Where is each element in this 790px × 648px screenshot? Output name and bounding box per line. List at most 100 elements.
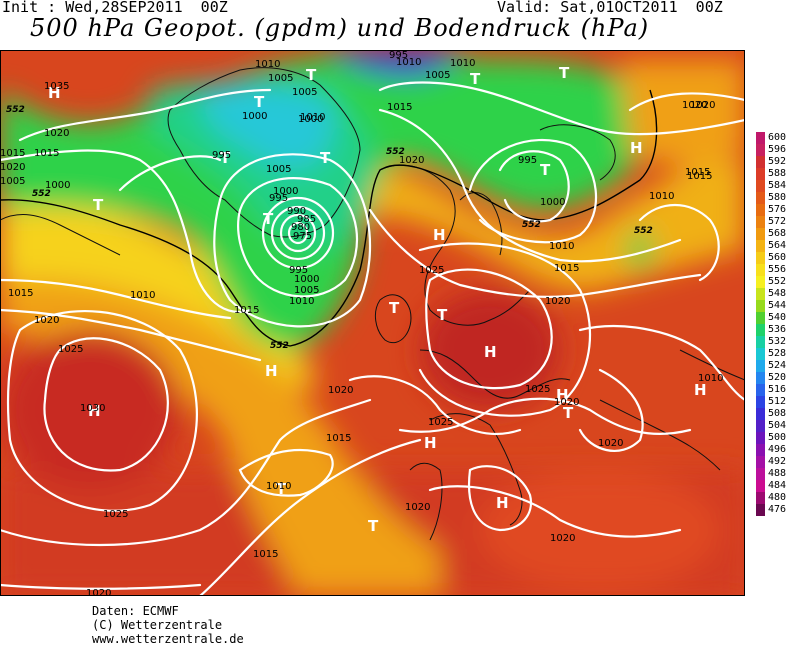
- legend-entry: 476: [754, 504, 790, 516]
- legend-swatch: [756, 384, 765, 396]
- isobar-label: 1015: [8, 288, 33, 299]
- isobar-label: 1015: [326, 433, 351, 444]
- legend-value: 584: [768, 180, 787, 191]
- high-label: H: [496, 494, 509, 512]
- legend-entry: 576: [754, 204, 790, 216]
- legend-value: 576: [768, 204, 787, 215]
- isobar-label: 1015: [685, 167, 710, 178]
- isobar-label: 995: [518, 155, 537, 166]
- high-label: H: [630, 139, 643, 157]
- credit-data-source: Daten: ECMWF: [92, 604, 179, 618]
- isobar-label: 1020: [690, 100, 715, 111]
- legend-value: 512: [768, 396, 787, 407]
- legend-swatch: [756, 396, 765, 408]
- legend-value: 572: [768, 216, 787, 227]
- legend-swatch: [756, 156, 765, 168]
- isobar-label: 1010: [649, 191, 674, 202]
- legend-swatch: [756, 240, 765, 252]
- legend-entry: 508: [754, 408, 790, 420]
- isobar-label: 1010: [396, 57, 421, 68]
- legend-entry: 588: [754, 168, 790, 180]
- legend-swatch: [756, 228, 765, 240]
- legend-value: 480: [768, 492, 787, 503]
- low-label: T: [563, 404, 574, 422]
- low-label: T: [437, 306, 448, 324]
- isobar-label: 1025: [419, 265, 444, 276]
- isobar-label: 990: [287, 206, 306, 217]
- low-label: T: [93, 196, 104, 214]
- legend-swatch: [756, 312, 765, 324]
- legend-entry: 596: [754, 144, 790, 156]
- isobar-label: 1010: [289, 296, 314, 307]
- legend-entry: 572: [754, 216, 790, 228]
- low-label: T: [276, 480, 287, 498]
- isobar-label: 1015: [387, 102, 412, 113]
- legend-entry: 536: [754, 324, 790, 336]
- isobar-label: 1000: [294, 274, 319, 285]
- isobar-label: 1010: [300, 112, 325, 123]
- legend-swatch: [756, 480, 765, 492]
- legend-swatch: [756, 324, 765, 336]
- low-label: T: [470, 70, 481, 88]
- legend-value: 580: [768, 192, 787, 203]
- legend-swatch: [756, 456, 765, 468]
- height-label: 552: [634, 226, 653, 236]
- isobar-label: 1000: [298, 114, 323, 125]
- isobar-label: 1010: [255, 59, 280, 70]
- isobar-label: 1025: [525, 384, 550, 395]
- legend-entry: 496: [754, 444, 790, 456]
- legend-value: 528: [768, 348, 787, 359]
- legend-value: 556: [768, 264, 787, 275]
- isobar-label: 1005: [292, 87, 317, 98]
- isobar-label: 1035: [44, 81, 69, 92]
- legend-value: 500: [768, 432, 787, 443]
- valid-time: Valid: Sat,01OCT2011 00Z: [497, 0, 723, 16]
- isobar-label: 980: [291, 222, 310, 233]
- legend-value: 592: [768, 156, 787, 167]
- legend-entry: 544: [754, 300, 790, 312]
- legend-swatch: [756, 468, 765, 480]
- height-label: 552: [270, 341, 289, 351]
- isobar-label: 995: [389, 50, 408, 61]
- isobar-label: 1010: [549, 241, 574, 252]
- isobar-label: 1000: [45, 180, 70, 191]
- isobar-label: 1000: [540, 197, 565, 208]
- isobar-label: 1020: [550, 533, 575, 544]
- high-label: H: [265, 362, 278, 380]
- init-time: Init : Wed,28SEP2011 00Z: [2, 0, 228, 16]
- legend-value: 484: [768, 480, 787, 491]
- legend-swatch: [756, 204, 765, 216]
- legend-swatch: [756, 132, 765, 144]
- legend-entry: 580: [754, 192, 790, 204]
- legend-value: 540: [768, 312, 787, 323]
- legend-entry: 492: [754, 456, 790, 468]
- low-label: T: [559, 64, 570, 82]
- isobar-label: 1020: [405, 502, 430, 513]
- legend-value: 524: [768, 360, 787, 371]
- isobar-label: 1015: [34, 148, 59, 159]
- isobar-label: 1020: [598, 438, 623, 449]
- isobars: [0, 81, 745, 596]
- isobar-label: 1020: [0, 162, 25, 173]
- legend-swatch: [756, 444, 765, 456]
- legend-swatch: [756, 348, 765, 360]
- legend-entry: 532: [754, 336, 790, 348]
- isobar-label: 1005: [0, 176, 25, 187]
- isobar-label: 1020: [86, 588, 111, 596]
- isobar-labels: 1035 1020 1015 1005 1000 1010 1005 1000 …: [0, 50, 723, 596]
- legend-value: 588: [768, 168, 787, 179]
- geopotential-field: [0, 50, 745, 596]
- legend-entry: 548: [754, 288, 790, 300]
- legend-swatch: [756, 168, 765, 180]
- legend-swatch: [756, 192, 765, 204]
- legend-entry: 592: [754, 156, 790, 168]
- legend-swatch: [756, 408, 765, 420]
- credit-url[interactable]: www.wetterzentrale.de: [92, 632, 244, 646]
- map-frame: [0, 50, 745, 596]
- legend-swatch: [756, 504, 765, 516]
- low-label: T: [263, 210, 274, 228]
- legend-swatch: [756, 180, 765, 192]
- isobar-label: 1010: [698, 373, 723, 384]
- legend-value: 548: [768, 288, 787, 299]
- legend-value: 504: [768, 420, 787, 431]
